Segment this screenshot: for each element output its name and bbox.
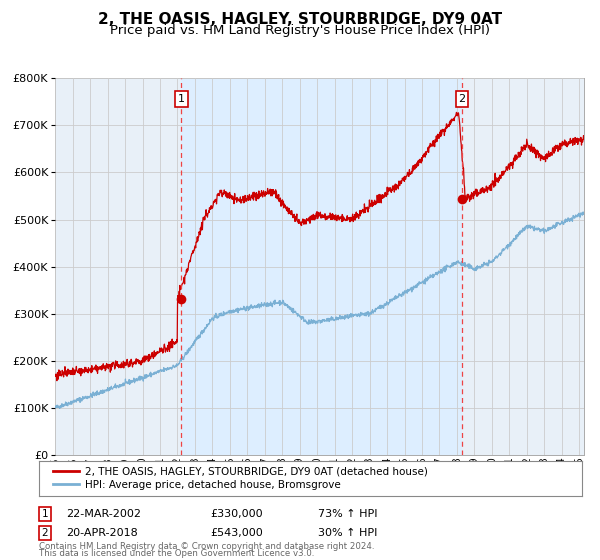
Text: Contains HM Land Registry data © Crown copyright and database right 2024.: Contains HM Land Registry data © Crown c… <box>39 542 374 551</box>
Text: 2: 2 <box>41 528 49 538</box>
Text: 2: 2 <box>458 94 466 104</box>
Text: 73% ↑ HPI: 73% ↑ HPI <box>318 509 377 519</box>
Text: 2, THE OASIS, HAGLEY, STOURBRIDGE, DY9 0AT: 2, THE OASIS, HAGLEY, STOURBRIDGE, DY9 0… <box>98 12 502 27</box>
Text: 20-APR-2018: 20-APR-2018 <box>66 528 138 538</box>
Legend: 2, THE OASIS, HAGLEY, STOURBRIDGE, DY9 0AT (detached house), HPI: Average price,: 2, THE OASIS, HAGLEY, STOURBRIDGE, DY9 0… <box>49 462 432 494</box>
Text: This data is licensed under the Open Government Licence v3.0.: This data is licensed under the Open Gov… <box>39 549 314 558</box>
Text: 22-MAR-2002: 22-MAR-2002 <box>66 509 141 519</box>
Text: Price paid vs. HM Land Registry's House Price Index (HPI): Price paid vs. HM Land Registry's House … <box>110 24 490 36</box>
Text: £330,000: £330,000 <box>210 509 263 519</box>
Text: 1: 1 <box>41 509 49 519</box>
Text: £543,000: £543,000 <box>210 528 263 538</box>
Bar <box>181 78 462 455</box>
Text: 30% ↑ HPI: 30% ↑ HPI <box>318 528 377 538</box>
Text: 1: 1 <box>178 94 185 104</box>
